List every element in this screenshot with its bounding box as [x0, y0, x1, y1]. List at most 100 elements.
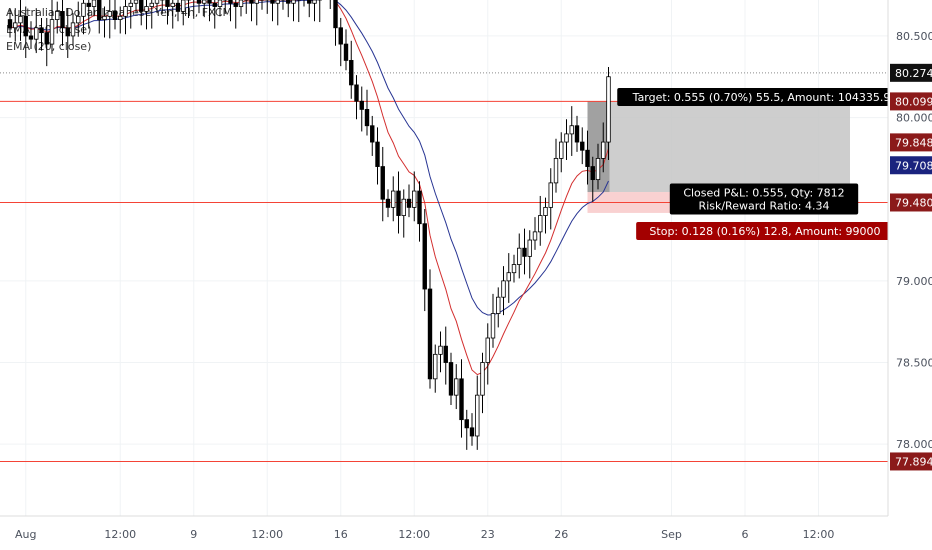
closed-pnl-label-text: Closed P&L: 0.555, Qty: 7812 [683, 187, 844, 200]
ema-fast-line [9, 0, 609, 376]
candle [23, 6, 28, 58]
candle-body [406, 198, 412, 208]
time-tick-label: 12:00 [803, 528, 835, 541]
candle [196, 0, 202, 14]
candle [370, 115, 375, 156]
candle [233, 0, 238, 29]
stop-label-text: Stop: 0.128 (0.16%) 12.8, Amount: 99000 [649, 225, 880, 238]
candle [417, 181, 422, 242]
candle-body [118, 15, 123, 20]
candle-body [427, 288, 433, 380]
candle-body [312, 0, 317, 4]
candle [81, 0, 86, 35]
candle-body [412, 190, 417, 208]
candle [254, 0, 259, 26]
target-label-bg [617, 88, 913, 106]
candle-body [207, 0, 212, 4]
candle-body [144, 6, 149, 12]
candle-body [385, 198, 391, 208]
candle [448, 352, 454, 405]
candle [329, 0, 331, 9]
candle-body [39, 27, 44, 34]
price-tick-label: 80.000 [896, 112, 932, 125]
candle [291, 0, 296, 22]
candle [469, 413, 475, 446]
candle [265, 0, 270, 14]
candle-body [401, 198, 406, 216]
candle-body [464, 419, 469, 429]
price-tick-label: 80.500 [896, 30, 932, 43]
candle [39, 17, 44, 51]
candle-body [238, 0, 244, 7]
candle [343, 29, 349, 71]
candle-body [343, 43, 349, 61]
candle-body [459, 378, 464, 421]
candle-body [91, 0, 97, 7]
candle [91, 0, 97, 17]
candle-body [364, 109, 370, 127]
candle [181, 0, 186, 26]
closed-pnl-label-bg [669, 183, 859, 215]
price-label-80.099: 80.099 [895, 95, 932, 108]
target-zone [587, 101, 850, 193]
candle [490, 293, 496, 348]
candle-body [396, 190, 401, 216]
candle-body [527, 239, 532, 257]
candle [275, 0, 280, 26]
candle [443, 326, 448, 385]
candle [574, 115, 580, 152]
candle [270, 0, 275, 22]
candle [522, 228, 527, 275]
candle-body [422, 223, 427, 290]
candle [380, 146, 385, 222]
candle-body [511, 264, 517, 274]
price-label-bg [890, 156, 932, 175]
legend-ema-slow[interactable]: EMA (20, close) [6, 40, 92, 53]
candle-body [349, 60, 354, 86]
candle [107, 0, 112, 39]
candle-body [65, 27, 70, 37]
candle-body [175, 2, 181, 12]
candle-body [228, 0, 233, 4]
candle [18, 0, 23, 41]
candle [149, 0, 154, 29]
candle [559, 132, 564, 173]
candle [128, 0, 133, 29]
price-label-79.848: 79.848 [895, 136, 932, 149]
candle-body [517, 247, 522, 265]
candle [532, 217, 538, 250]
closed-pnl-label-text: Risk/Reward Ratio: 4.34 [699, 200, 830, 213]
candle-body [149, 2, 154, 7]
candle [375, 127, 380, 185]
candle-body [217, 0, 223, 7]
candle-body [23, 15, 28, 37]
candle [160, 0, 165, 14]
candle [123, 0, 128, 35]
candle [511, 254, 517, 283]
candle-body [501, 280, 506, 298]
candle [139, 0, 144, 26]
candle [606, 66, 611, 161]
candle-body [543, 206, 548, 216]
candle-body [133, 0, 139, 4]
candle-body [532, 231, 538, 241]
time-axis-bg [0, 516, 932, 550]
candle [569, 106, 574, 156]
time-tick-label: 23 [481, 528, 495, 541]
ema-slow-line [9, 0, 609, 316]
time-tick-label: 9 [190, 528, 197, 541]
candle [527, 230, 532, 279]
price-label-79.480: 79.480 [895, 196, 932, 209]
candle [86, 0, 91, 29]
candle [590, 156, 595, 202]
candle-body [233, 2, 238, 7]
candle [501, 266, 506, 316]
candle-body [338, 27, 343, 45]
candle-body [454, 378, 459, 396]
candle-body [496, 296, 501, 314]
candle-body [81, 2, 86, 17]
candle [133, 0, 139, 14]
candle-body [433, 353, 438, 380]
candle-body [490, 313, 496, 339]
